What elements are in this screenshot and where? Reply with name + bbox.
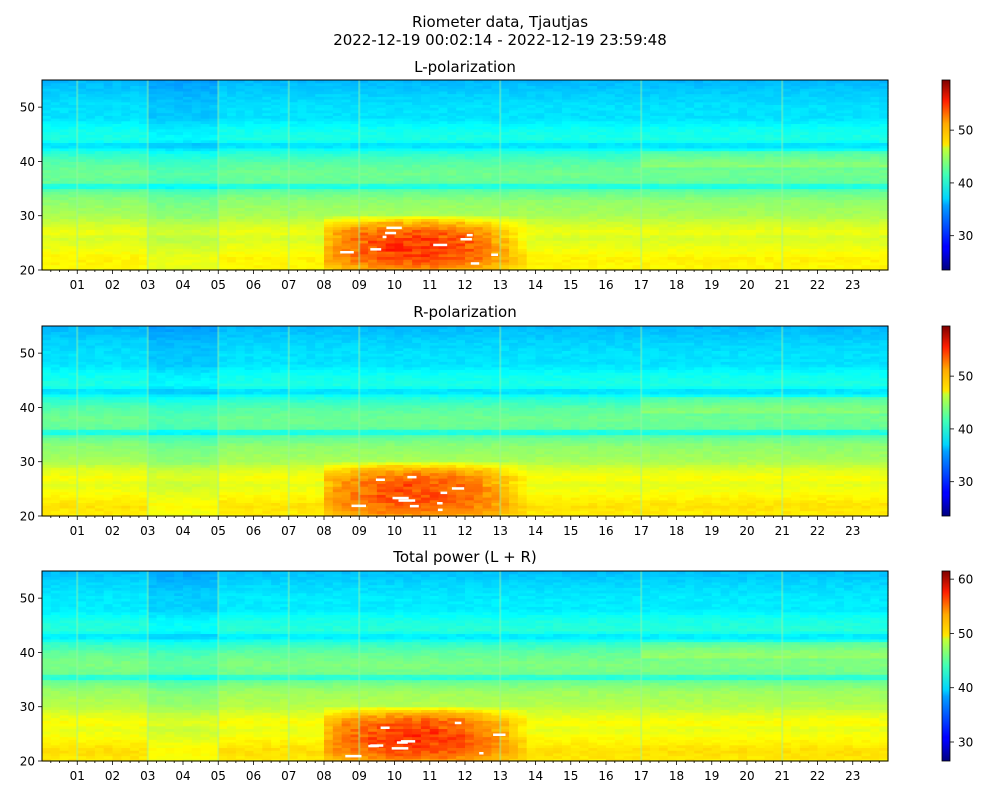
heatmap-panel-0: 01 02 03 04 05 06 07 08 09 10 11 12 13 14 15 16 17 18 19 20…	[20, 80, 974, 292]
heatmap-cells	[42, 80, 889, 271]
